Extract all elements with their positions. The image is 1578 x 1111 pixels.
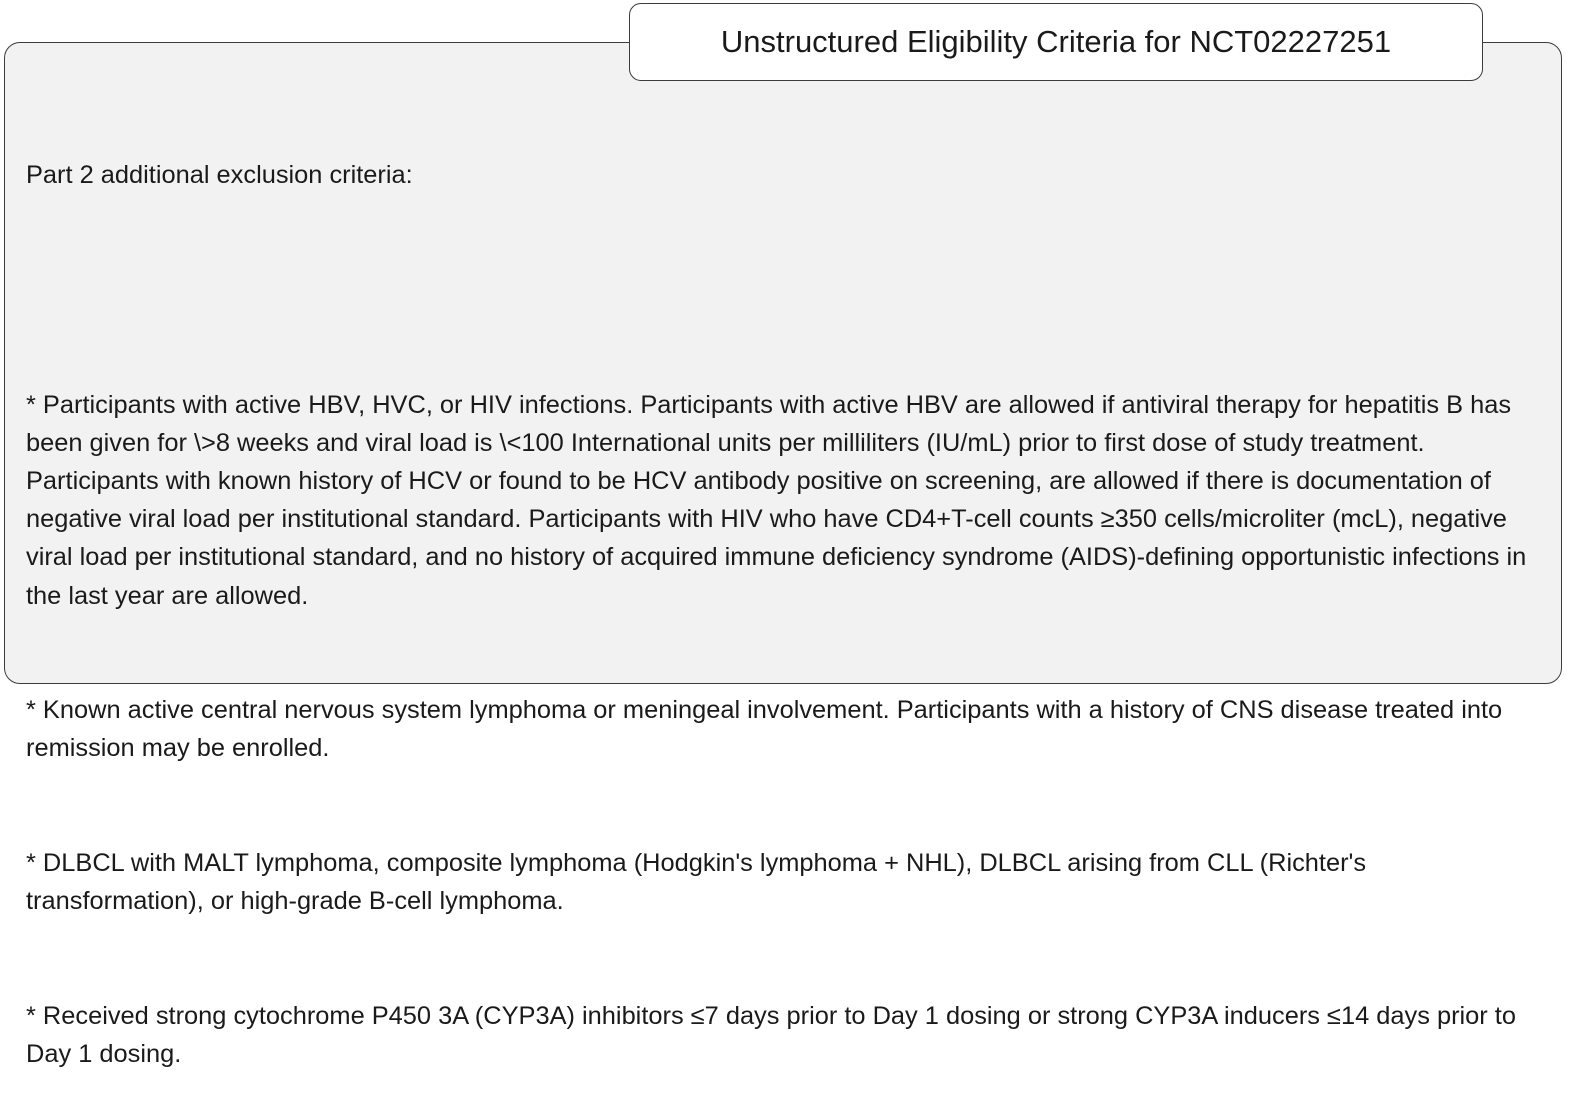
section-heading: Part 2 additional exclusion criteria: bbox=[26, 161, 413, 190]
criteria-text-block: Part 2 additional exclusion criteria: * … bbox=[26, 80, 1536, 1111]
criterion-item: * Received strong cytochrome P450 3A (CY… bbox=[26, 1001, 1524, 1069]
panel-title: Unstructured Eligibility Criteria for NC… bbox=[629, 3, 1483, 81]
criterion-item: * Known active central nervous system ly… bbox=[26, 696, 1510, 763]
criterion-item: * Participants with active HBV, HVC, or … bbox=[26, 390, 1534, 610]
criterion-item: * DLBCL with MALT lymphoma, composite ly… bbox=[26, 849, 1374, 916]
blank-line bbox=[26, 271, 1536, 309]
criteria-panel bbox=[4, 42, 1562, 684]
